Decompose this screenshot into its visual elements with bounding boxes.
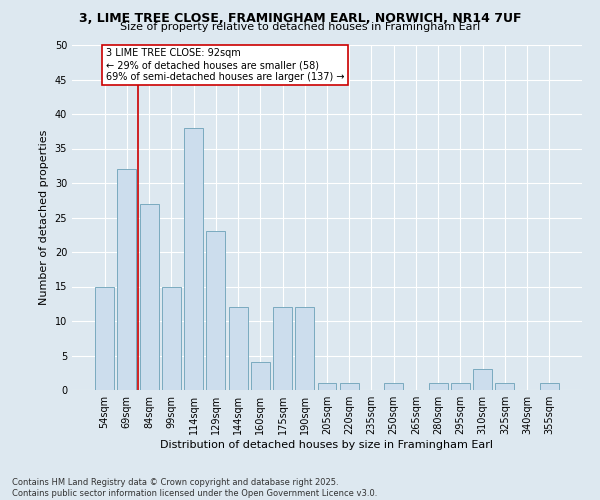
- Text: 3 LIME TREE CLOSE: 92sqm
← 29% of detached houses are smaller (58)
69% of semi-d: 3 LIME TREE CLOSE: 92sqm ← 29% of detach…: [106, 48, 344, 82]
- Bar: [451, 383, 470, 390]
- Bar: [295, 307, 314, 390]
- Bar: [340, 383, 359, 390]
- Bar: [384, 383, 403, 390]
- Bar: [540, 383, 559, 390]
- Bar: [496, 383, 514, 390]
- Bar: [140, 204, 158, 390]
- Bar: [251, 362, 270, 390]
- Bar: [429, 383, 448, 390]
- Bar: [118, 169, 136, 390]
- Text: Size of property relative to detached houses in Framingham Earl: Size of property relative to detached ho…: [120, 22, 480, 32]
- Bar: [273, 307, 292, 390]
- Bar: [229, 307, 248, 390]
- Text: 3, LIME TREE CLOSE, FRAMINGHAM EARL, NORWICH, NR14 7UF: 3, LIME TREE CLOSE, FRAMINGHAM EARL, NOR…: [79, 12, 521, 26]
- Y-axis label: Number of detached properties: Number of detached properties: [39, 130, 49, 305]
- Text: Contains HM Land Registry data © Crown copyright and database right 2025.
Contai: Contains HM Land Registry data © Crown c…: [12, 478, 377, 498]
- Bar: [206, 232, 225, 390]
- Bar: [184, 128, 203, 390]
- X-axis label: Distribution of detached houses by size in Framingham Earl: Distribution of detached houses by size …: [161, 440, 493, 450]
- Bar: [317, 383, 337, 390]
- Bar: [473, 370, 492, 390]
- Bar: [95, 286, 114, 390]
- Bar: [162, 286, 181, 390]
